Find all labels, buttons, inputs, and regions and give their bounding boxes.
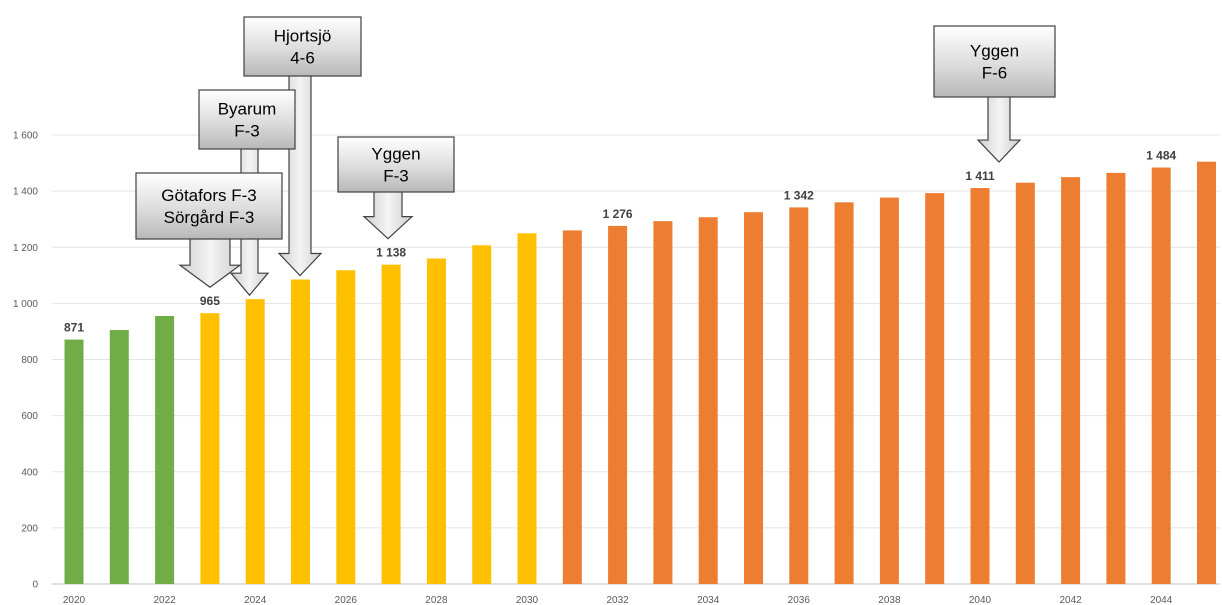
bar [1197,161,1216,585]
bar [925,193,945,585]
callout-text: F-3 [383,167,409,186]
bar [1061,177,1081,584]
down-arrow-icon [178,236,242,288]
callout-text: Yggen [970,42,1019,61]
y-axis: 0 200 400 600 800 1 000 1 200 1 400 1 600 [13,131,38,591]
x-tick-label: 2020 [63,595,86,605]
bar [517,233,537,584]
callout-frame [243,16,362,77]
callout-box: Götafors F-3 Sörgård F-3 [135,172,283,240]
bar [472,245,492,584]
x-tick-label: 2024 [244,595,267,605]
data-labels: 871 965 1 138 1 276 1 342 1 411 1 484 [64,149,1177,335]
x-tick-label: 2032 [606,595,629,605]
x-tick-label: 2042 [1059,595,1082,605]
y-tick-label: 1 200 [13,243,38,254]
bar [336,270,356,584]
callout-frame [337,136,455,193]
bar [426,258,446,584]
bar [200,313,220,584]
callout-box: Byarum F-3 [198,89,296,150]
bar [653,221,673,585]
x-tick-label: 2022 [153,595,176,605]
y-tick-label: 600 [21,411,38,422]
bar [291,279,310,584]
down-arrow-icon [362,189,414,240]
bars [64,161,1216,585]
bar [744,212,763,584]
bar [879,197,899,584]
data-label: 1 342 [784,188,814,202]
callout-frame [198,89,296,150]
callout-box: Hjortsjö 4-6 [243,16,362,77]
callout-box: Yggen F-3 [337,136,455,193]
callout-frame [933,25,1056,98]
x-tick-label: 2040 [969,595,992,605]
x-tick-label: 2034 [697,595,720,605]
data-label: 1 276 [603,207,633,221]
callout-text: F-3 [234,122,260,141]
y-tick-label: 200 [21,523,38,534]
callouts: Götafors F-3 Sörgård F-3 Byarum F-3 Hjortsjö… [135,16,1056,240]
x-tick-label: 2036 [788,595,811,605]
callout-box: Yggen F-6 [933,25,1056,98]
down-arrow-icon [976,94,1022,163]
bar [1015,182,1035,585]
callout-text: Sörgård F-3 [164,208,255,227]
x-tick-label: 2026 [335,595,358,605]
callout-text: Götafors F-3 [161,186,256,205]
y-tick-label: 1 000 [13,299,38,310]
x-axis: 2020 2022 2024 2026 2028 2030 2032 2034 2036 2038… [63,595,1173,605]
bar [64,339,84,584]
bar [698,217,718,584]
callout-text: Yggen [371,145,420,164]
data-label: 965 [200,294,220,308]
bar [789,207,809,584]
bar [834,202,854,584]
bar [970,188,990,584]
y-tick-label: 400 [21,467,38,478]
bar [608,225,628,585]
callout-text: 4-6 [290,49,315,68]
bar [562,230,582,584]
y-tick-label: 1 400 [13,187,38,198]
callout-text: Hjortsjö [274,27,332,46]
x-tick-label: 2030 [516,595,539,605]
bar [109,330,129,584]
callout-text: Byarum [218,100,277,119]
x-tick-label: 2044 [1150,595,1173,605]
bar [245,299,265,584]
data-label: 1 138 [376,246,406,260]
bar [381,264,401,584]
y-tick-label: 800 [21,355,38,366]
bar [1106,172,1126,584]
callout-frame [135,172,283,240]
x-tick-label: 2038 [878,595,901,605]
bar [155,316,175,584]
data-label: 1 411 [965,169,995,183]
callout-text: F-6 [982,64,1008,83]
y-tick-label: 1 600 [13,131,38,142]
data-label: 871 [64,321,84,335]
data-label: 1 484 [1146,149,1176,163]
x-tick-label: 2028 [425,595,448,605]
bar [1151,167,1171,585]
y-tick-label: 0 [32,580,38,591]
